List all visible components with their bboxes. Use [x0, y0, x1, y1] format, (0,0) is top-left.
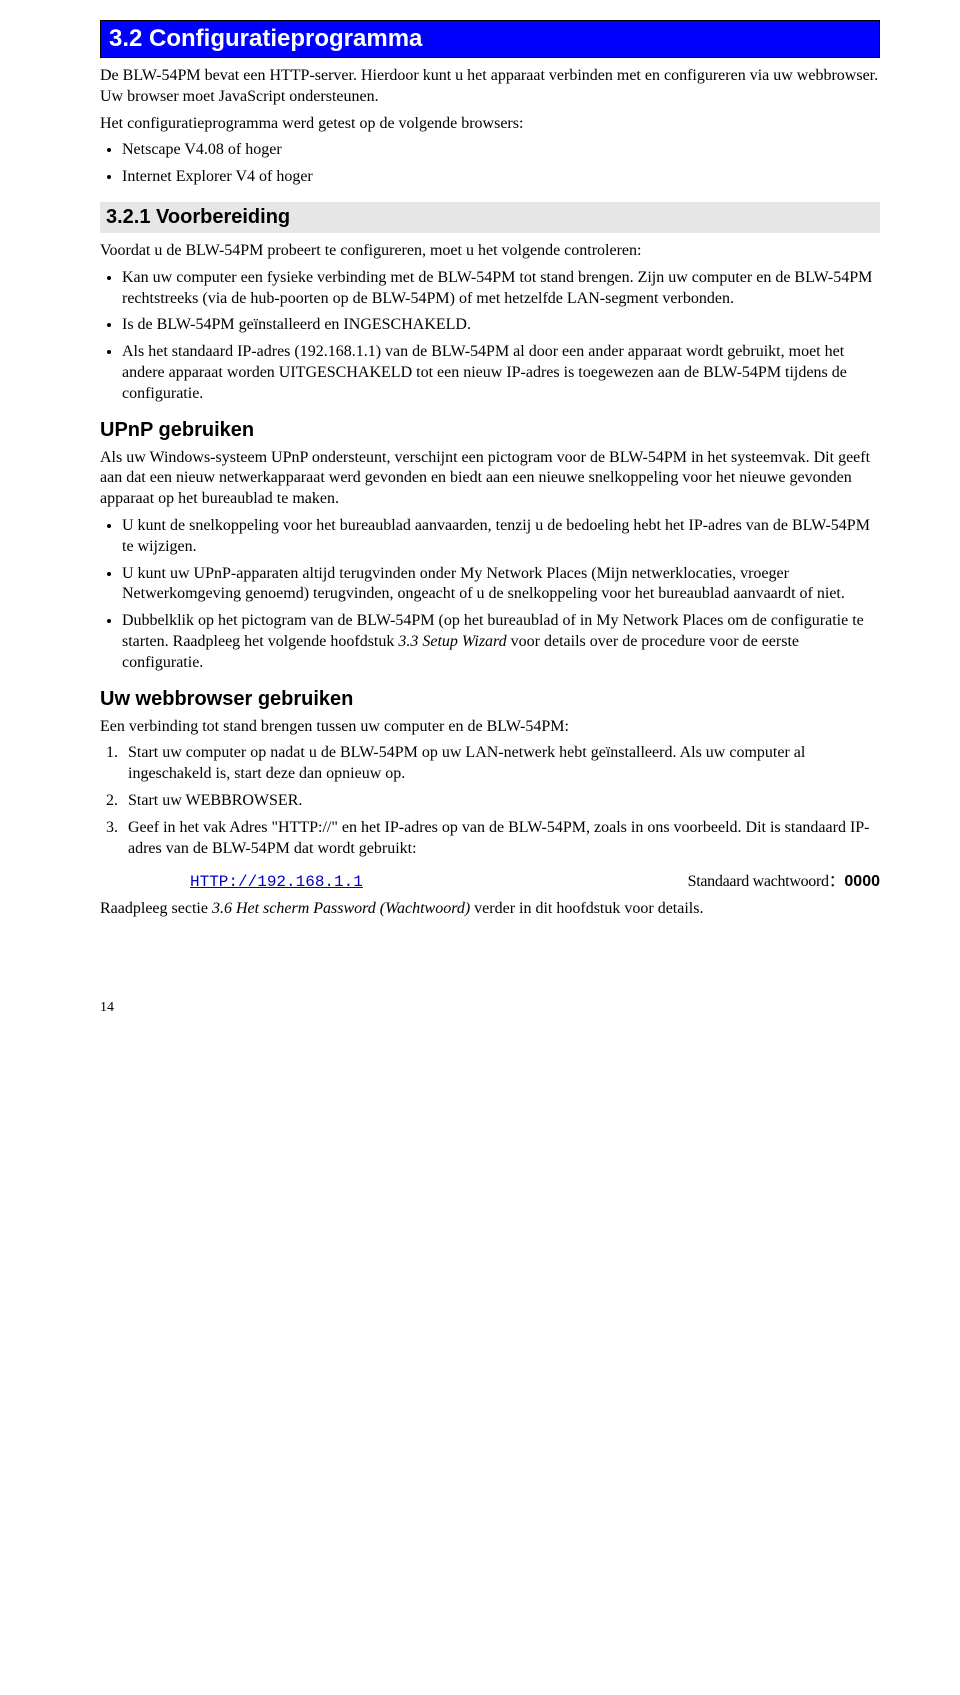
list-item: Is de BLW-54PM geïnstalleerd en INGESCHA… — [122, 315, 880, 336]
closing-text-italic: 3.6 Het scherm Password (Wachtwoord) — [212, 900, 470, 917]
url-line: HTTP://192.168.1.1 Standaard wachtwoord：… — [190, 867, 880, 891]
list-item: Start uw computer op nadat u de BLW-54PM… — [122, 743, 880, 785]
list-item: Kan uw computer een fysieke verbinding m… — [122, 268, 880, 310]
url-link[interactable]: HTTP://192.168.1.1 — [190, 873, 363, 891]
list-item: Als het standaard IP-adres (192.168.1.1)… — [122, 342, 880, 404]
list-item: Netscape V4.08 of hoger — [122, 140, 880, 161]
closing-text-pre: Raadpleeg sectie — [100, 900, 212, 917]
intro-bullet-list: Netscape V4.08 of hoger Internet Explore… — [122, 140, 880, 188]
upnp-heading: UPnP gebruiken — [100, 419, 880, 442]
browser-steps-list: Start uw computer op nadat u de BLW-54PM… — [122, 743, 880, 859]
password-label: Standaard wachtwoord： — [688, 873, 845, 890]
list-item: Internet Explorer V4 of hoger — [122, 167, 880, 188]
sub1-bullet-list: Kan uw computer een fysieke verbinding m… — [122, 268, 880, 405]
browser-heading: Uw webbrowser gebruiken — [100, 688, 880, 711]
sub1-paragraph: Voordat u de BLW-54PM probeert te config… — [100, 241, 880, 262]
subsection-heading: 3.2.1 Voorbereiding — [100, 202, 880, 233]
closing-text-post: verder in dit hoofdstuk voor details. — [470, 900, 703, 917]
intro-paragraph-2: Het configuratieprogramma werd getest op… — [100, 114, 880, 135]
password-info: Standaard wachtwoord：0000 — [688, 867, 880, 891]
list-item-text-italic: 3.3 Setup Wizard — [398, 633, 506, 650]
list-item: Geef in het vak Adres "HTTP://" en het I… — [122, 818, 880, 860]
list-item: U kunt de snelkoppeling voor het bureaub… — [122, 516, 880, 558]
intro-paragraph-1: De BLW-54PM bevat een HTTP-server. Hierd… — [100, 66, 880, 108]
list-item: Dubbelklik op het pictogram van de BLW-5… — [122, 611, 880, 673]
upnp-paragraph: Als uw Windows-systeem UPnP ondersteunt,… — [100, 448, 880, 510]
upnp-bullet-list: U kunt de snelkoppeling voor het bureaub… — [122, 516, 880, 674]
password-value: 0000 — [844, 873, 880, 890]
browser-paragraph: Een verbinding tot stand brengen tussen … — [100, 717, 880, 738]
page-number: 14 — [100, 1000, 880, 1016]
closing-paragraph: Raadpleeg sectie 3.6 Het scherm Password… — [100, 899, 880, 920]
list-item: U kunt uw UPnP-apparaten altijd terugvin… — [122, 564, 880, 606]
list-item: Start uw WEBBROWSER. — [122, 791, 880, 812]
section-heading: 3.2 Configuratieprogramma — [100, 20, 880, 58]
